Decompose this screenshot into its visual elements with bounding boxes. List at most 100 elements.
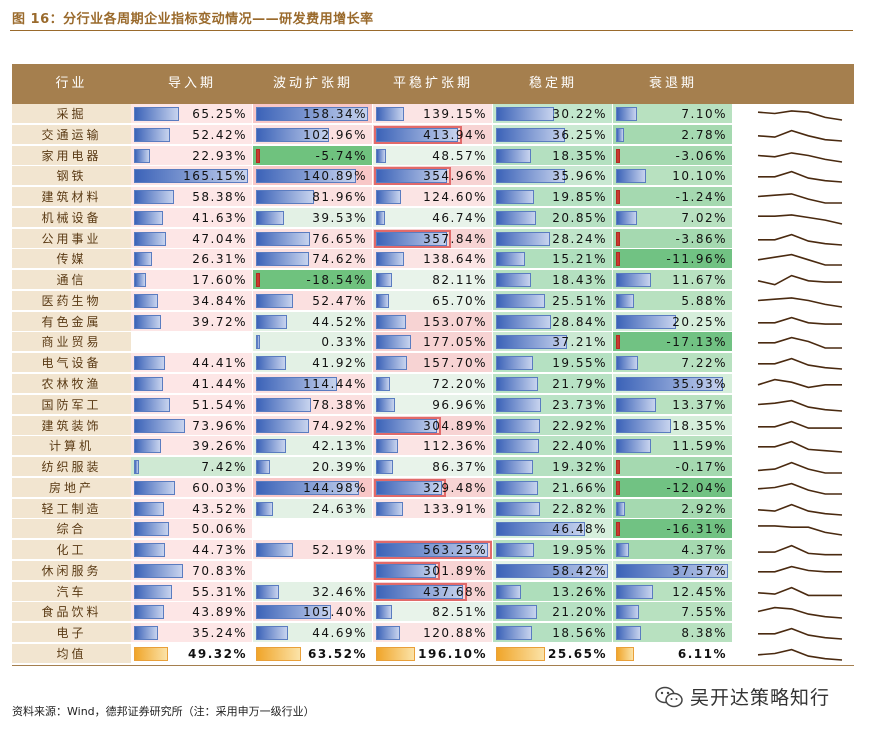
data-bar [256, 273, 260, 288]
cell-value: 47.04% [192, 231, 247, 246]
table-cell: 28.24% [493, 228, 613, 249]
table-cell [373, 519, 493, 540]
source-note: 资料来源：Wind，德邦证券研究所（注：采用申万一级行业） [12, 705, 315, 718]
cell-value: 133.91% [423, 501, 487, 516]
row-label-average: 均值 [12, 644, 131, 665]
sparkline-line [757, 378, 842, 389]
table-cell: 22.40% [493, 436, 613, 457]
sparkline-line [757, 586, 842, 596]
cell-value: 20.25% [672, 314, 727, 329]
data-bar [496, 543, 534, 558]
highlight-outline [374, 229, 451, 248]
table-cell: 153.07% [373, 311, 493, 332]
table-cell: 25.65% [493, 644, 613, 665]
sparkline-line [758, 525, 843, 537]
cell-value: 0.33% [321, 335, 367, 350]
row-label: 医药生物 [12, 290, 131, 311]
cell-value: 138.64% [423, 252, 487, 267]
cell-value: 140.89% [303, 169, 367, 184]
cell-value: 52.42% [192, 127, 247, 142]
data-bar [376, 439, 398, 454]
table-cell: 70.83% [131, 560, 253, 581]
table-cell: 58.38% [131, 187, 253, 208]
table-cell: 12.45% [613, 581, 733, 602]
cell-value: 8.38% [681, 626, 727, 641]
sparkline [758, 441, 843, 454]
cell-value: 4.37% [681, 543, 727, 558]
table-cell: 18.35% [613, 415, 733, 436]
table-cell: 74.92% [253, 415, 373, 436]
cell-value: 19.32% [552, 460, 607, 475]
row-label: 计算机 [12, 436, 131, 457]
cell-value: 55.31% [192, 584, 247, 599]
cell-value: 114.44% [303, 377, 367, 391]
data-bar [376, 293, 389, 308]
sparkline-line [758, 441, 843, 454]
sparkline-line [757, 482, 842, 495]
table-cell: 7.55% [613, 602, 733, 623]
cell-value: 44.52% [312, 314, 367, 329]
average-bar [134, 647, 168, 662]
sparkline [758, 213, 843, 225]
table-cell: 112.36% [373, 436, 493, 457]
table-cell: 21.79% [493, 374, 613, 394]
cell-value: 12.45% [672, 584, 727, 599]
table-cell: 55.31% [131, 581, 253, 602]
data-bar [376, 252, 404, 267]
cell-value: -17.13% [666, 335, 727, 350]
table-cell: -3.06% [613, 145, 733, 166]
cell-value: 82.11% [432, 273, 487, 288]
data-bar [256, 169, 356, 184]
data-bar [376, 231, 447, 246]
table-cell: 52.42% [131, 124, 253, 145]
table-cell: 50.06% [131, 519, 253, 540]
data-bar [496, 501, 540, 516]
cell-value: -16.31% [666, 522, 727, 537]
table-cell: 19.32% [493, 457, 613, 478]
table-cell: 21.20% [493, 602, 613, 623]
data-bar [256, 210, 284, 225]
data-bar [256, 460, 270, 475]
table-cell: 36.25% [493, 124, 613, 145]
average-bar [376, 647, 415, 662]
header-decline: 衰退期 [648, 76, 697, 91]
sparkline [757, 254, 842, 267]
sparkline [757, 648, 843, 661]
data-bar [616, 397, 656, 412]
cell-value: 5.88% [681, 293, 727, 308]
table-cell: 82.51% [373, 602, 493, 623]
header-steady-expansion: 平稳扩张期 [392, 76, 473, 91]
data-bar [376, 377, 390, 391]
table-cell: 20.85% [493, 207, 613, 228]
cell-value: 41.63% [192, 210, 247, 225]
cell-value: 7.55% [681, 605, 727, 620]
data-bar [134, 377, 163, 391]
data-bar [496, 626, 532, 641]
table-header: 行业 导入期 波动扩张期 平稳扩张期 稳定期 衰退期 [12, 64, 854, 104]
data-bar [376, 480, 442, 495]
data-bar [616, 356, 638, 371]
sparkline [758, 420, 842, 429]
data-bar [376, 397, 395, 412]
data-bar [616, 335, 620, 350]
cell-value: 18.35% [672, 418, 727, 433]
average-bar [496, 647, 545, 662]
sparkline [758, 233, 843, 246]
data-bar [616, 107, 637, 121]
table-cell: 24.63% [253, 498, 373, 519]
cell-value: -11.96% [666, 252, 727, 267]
table-cell: 7.02% [613, 207, 733, 228]
table-cell: 86.37% [373, 457, 493, 478]
table-cell: 82.11% [373, 270, 493, 291]
cell-value: 13.26% [552, 584, 607, 599]
data-bar [134, 563, 183, 578]
data-bar [616, 190, 620, 205]
table-cell: 563.25% [373, 540, 493, 561]
cell-value: 24.63% [312, 501, 367, 516]
table-cell: 39.53% [253, 207, 373, 228]
row-label: 钢铁 [12, 166, 131, 187]
sparkline [757, 297, 843, 308]
table-cell: 78.38% [253, 394, 373, 415]
data-bar [256, 127, 329, 142]
row-label: 化工 [12, 540, 131, 561]
